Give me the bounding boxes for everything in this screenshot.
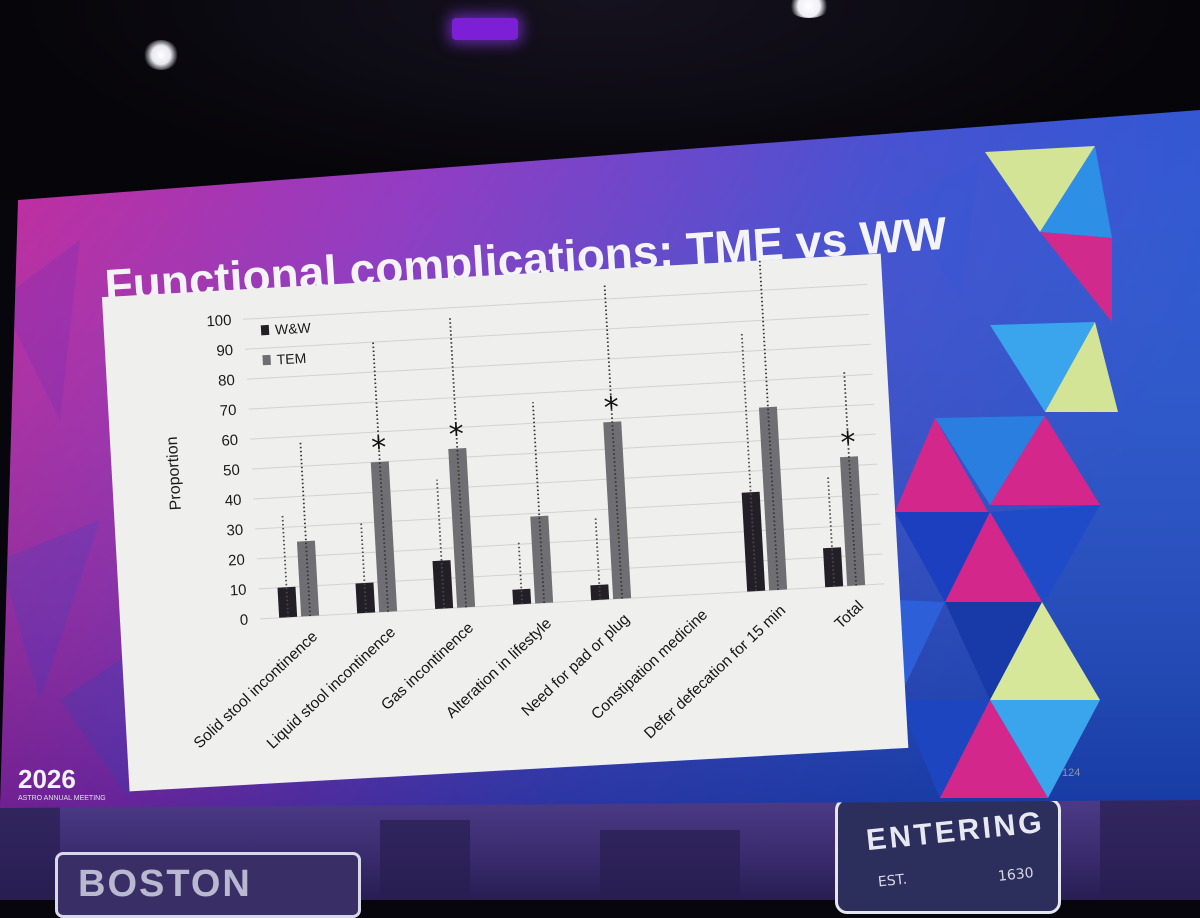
building	[380, 820, 470, 900]
error-bar	[299, 442, 312, 617]
purple-stage-light	[452, 18, 518, 40]
building	[1100, 800, 1200, 900]
bar	[512, 588, 532, 605]
error-bar	[517, 541, 524, 605]
gridline	[246, 343, 871, 380]
significance-marker: *	[448, 417, 465, 453]
logo-year: 2026	[18, 764, 76, 794]
y-tick-label: 60	[221, 432, 239, 450]
stage-light	[143, 40, 179, 70]
error-bar	[603, 284, 624, 599]
triangle-lime	[985, 146, 1095, 232]
logo-subtitle: ASTRO ANNUAL MEETING	[18, 795, 106, 802]
triangle-magenta	[945, 512, 1042, 602]
bar	[530, 515, 554, 604]
legend-label: TEM	[276, 350, 306, 368]
triangle-blue	[935, 416, 1045, 505]
gridline	[243, 283, 868, 320]
significance-marker: *	[840, 425, 857, 461]
y-tick-label: 90	[216, 342, 234, 360]
triangle-darkblue	[990, 505, 1100, 602]
facet	[0, 520, 100, 700]
y-tick-label: 10	[229, 582, 247, 600]
error-bar	[740, 333, 758, 592]
building	[600, 830, 740, 900]
y-tick-label: 20	[228, 552, 246, 570]
error-bar	[360, 522, 368, 613]
significance-marker: *	[603, 390, 620, 426]
y-axis-label: Proportion	[164, 436, 185, 511]
legend-label: W&W	[275, 320, 312, 338]
error-bar	[281, 515, 290, 618]
legend-swatch	[262, 354, 271, 366]
bar	[590, 584, 610, 601]
triangle-blue	[1040, 146, 1112, 238]
gridline	[245, 313, 870, 350]
error-bar	[436, 479, 446, 609]
chart-panel: 0102030405060708090100ProportionW&WTEMSo…	[101, 253, 909, 792]
facet	[0, 240, 80, 420]
page-number: 124	[1062, 767, 1080, 779]
y-tick-label: 50	[223, 462, 241, 480]
triangle-lightblue	[990, 322, 1095, 412]
error-bar	[827, 475, 836, 587]
boston-sign-text: BOSTON	[78, 863, 252, 905]
triangle-darkblue	[895, 512, 990, 602]
triangle-magenta	[895, 418, 988, 512]
meeting-logo: 2026 ASTRO ANNUAL MEETING	[18, 764, 106, 802]
error-bar	[758, 260, 780, 590]
triangle-darkblue	[898, 700, 990, 798]
y-tick-label: 70	[219, 402, 237, 420]
significance-marker: *	[371, 431, 388, 467]
triangle-lime	[990, 602, 1100, 700]
legend-swatch	[260, 324, 270, 336]
error-bar	[532, 402, 546, 603]
y-tick-label: 80	[218, 372, 236, 390]
bar	[823, 547, 844, 588]
y-tick-label: 100	[206, 312, 232, 330]
y-tick-label: 40	[224, 492, 242, 510]
y-tick-label: 30	[226, 522, 244, 540]
gridline	[248, 373, 873, 410]
bar	[277, 586, 298, 618]
triangle-magenta	[1040, 232, 1112, 322]
chart-background	[101, 253, 909, 792]
error-bar	[448, 316, 468, 608]
bar	[448, 448, 476, 608]
triangle-lightblue	[990, 700, 1100, 798]
error-bar	[372, 342, 390, 612]
triangle-magenta	[940, 700, 1048, 798]
bar	[758, 406, 788, 591]
stage-light	[788, 0, 830, 18]
triangle-blue	[898, 600, 945, 700]
bar	[355, 582, 376, 614]
building	[0, 800, 60, 900]
decorative-triangles	[895, 146, 1118, 798]
error-bar	[843, 369, 858, 586]
triangle-magenta	[990, 416, 1100, 505]
triangle-darkblue	[945, 602, 1042, 700]
bar	[370, 461, 398, 613]
y-tick-label: 0	[239, 612, 248, 629]
triangle-lime	[1045, 322, 1118, 412]
facet	[900, 160, 980, 300]
